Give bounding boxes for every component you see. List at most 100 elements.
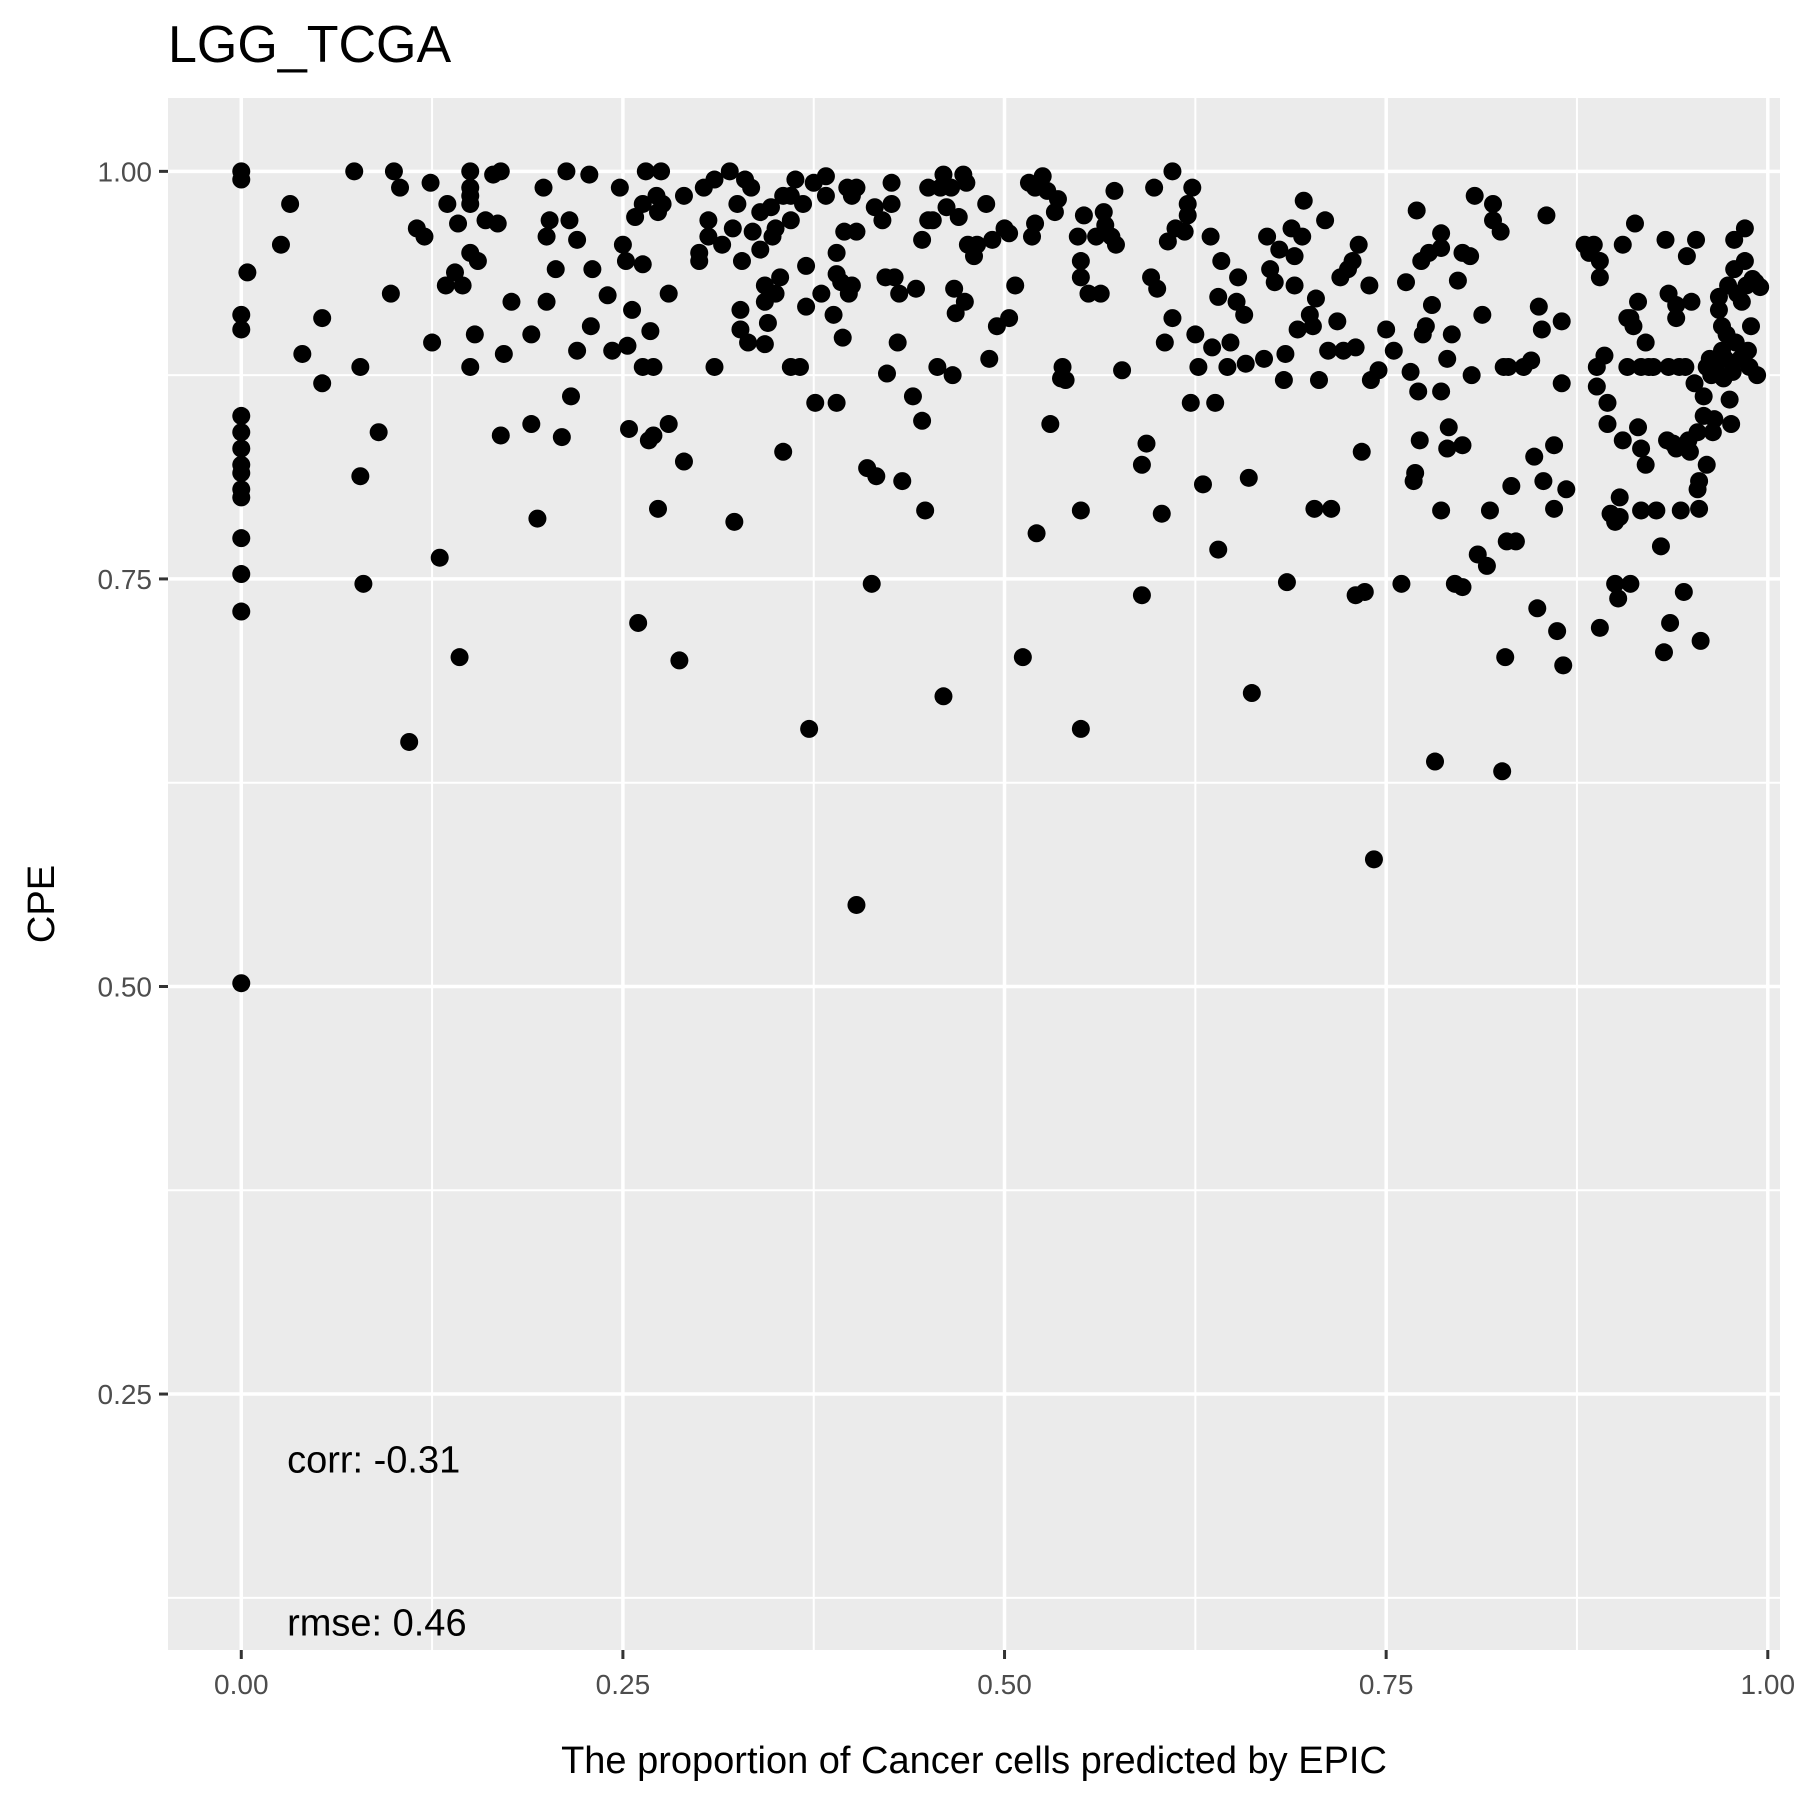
plot-panel (168, 98, 1780, 1650)
data-point (552, 428, 571, 447)
data-point (847, 178, 866, 197)
x-tick-label: 0.75 (1359, 1669, 1414, 1700)
data-point (1158, 232, 1177, 251)
data-point (488, 214, 507, 233)
data-point (649, 499, 668, 518)
data-point (384, 162, 403, 181)
data-point (957, 173, 976, 192)
data-point (1027, 524, 1046, 543)
data-point (1703, 423, 1722, 442)
data-point (522, 325, 541, 344)
data-point (812, 284, 831, 303)
data-point (400, 732, 419, 751)
data-point (882, 194, 901, 213)
data-point (882, 173, 901, 192)
data-point (1277, 573, 1296, 592)
data-point (1656, 230, 1675, 249)
data-point (1629, 292, 1648, 311)
data-point (465, 325, 484, 344)
x-axis-label: The proportion of Cancer cells predicted… (561, 1740, 1387, 1782)
axes: 0.00 0.25 0.50 0.75 1.00 0.25 0.50 0.75 1.00 (98, 156, 1796, 1700)
data-point (633, 255, 652, 274)
data-point (354, 574, 373, 593)
data-point (873, 211, 892, 230)
data-point (1293, 227, 1312, 246)
data-point (1529, 297, 1548, 316)
data-point (790, 357, 809, 376)
data-point (540, 211, 559, 230)
data-point (1741, 317, 1760, 336)
data-point (603, 341, 622, 360)
data-point (1534, 472, 1553, 491)
data-point (1618, 357, 1637, 376)
data-point (1364, 850, 1383, 869)
data-point (581, 317, 600, 336)
data-point (1407, 201, 1426, 220)
data-point (1422, 296, 1441, 315)
data-point (1189, 357, 1208, 376)
data-point (391, 178, 410, 197)
data-point (720, 162, 739, 181)
x-tick-label: 0.00 (214, 1669, 269, 1700)
data-point (1598, 393, 1617, 412)
data-point (1525, 447, 1544, 466)
data-point (1305, 499, 1324, 518)
data-points (232, 162, 1770, 993)
data-point (1453, 578, 1472, 597)
data-point (1343, 252, 1362, 271)
data-point (1676, 357, 1695, 376)
data-point (1285, 247, 1304, 266)
data-point (1687, 230, 1706, 249)
data-point (1610, 507, 1629, 526)
data-point (659, 284, 678, 303)
data-point (468, 252, 487, 271)
data-point (232, 439, 251, 458)
correlation-annotation: corr: -0.31 (287, 1439, 460, 1481)
data-point (1152, 504, 1171, 523)
data-point (1705, 410, 1724, 429)
data-point (1661, 613, 1680, 632)
data-point (755, 335, 774, 354)
data-point (877, 364, 896, 383)
data-point (699, 227, 718, 246)
data-point (453, 276, 472, 295)
data-point (1613, 431, 1632, 450)
data-point (281, 194, 300, 213)
data-point (827, 243, 846, 262)
data-point (1221, 333, 1240, 352)
data-point (232, 423, 251, 442)
data-point (824, 305, 843, 324)
data-point (980, 349, 999, 368)
data-point (1113, 361, 1132, 380)
data-point (847, 222, 866, 241)
data-point (800, 719, 819, 738)
data-point (1105, 181, 1124, 200)
data-point (560, 211, 579, 230)
data-point (1432, 238, 1451, 257)
data-point (725, 512, 744, 531)
data-point (1071, 252, 1090, 271)
data-point (1265, 273, 1284, 292)
data-point (968, 235, 987, 254)
data-point (626, 208, 645, 227)
data-point (1461, 247, 1480, 266)
data-point (1033, 167, 1052, 186)
data-point (1071, 268, 1090, 287)
data-point (1722, 415, 1741, 434)
data-point (1598, 415, 1617, 434)
data-point (1680, 442, 1699, 461)
data-point (1346, 338, 1365, 357)
data-point (1322, 499, 1341, 518)
data-point (537, 227, 556, 246)
y-axis-label: CPE (21, 865, 63, 943)
data-point (1132, 586, 1151, 605)
data-point (934, 687, 953, 706)
data-point (351, 467, 370, 486)
data-point (713, 235, 732, 254)
data-point (1377, 320, 1396, 339)
data-point (1137, 434, 1156, 453)
data-point (1499, 357, 1518, 376)
data-point (598, 286, 617, 305)
data-point (421, 173, 440, 192)
